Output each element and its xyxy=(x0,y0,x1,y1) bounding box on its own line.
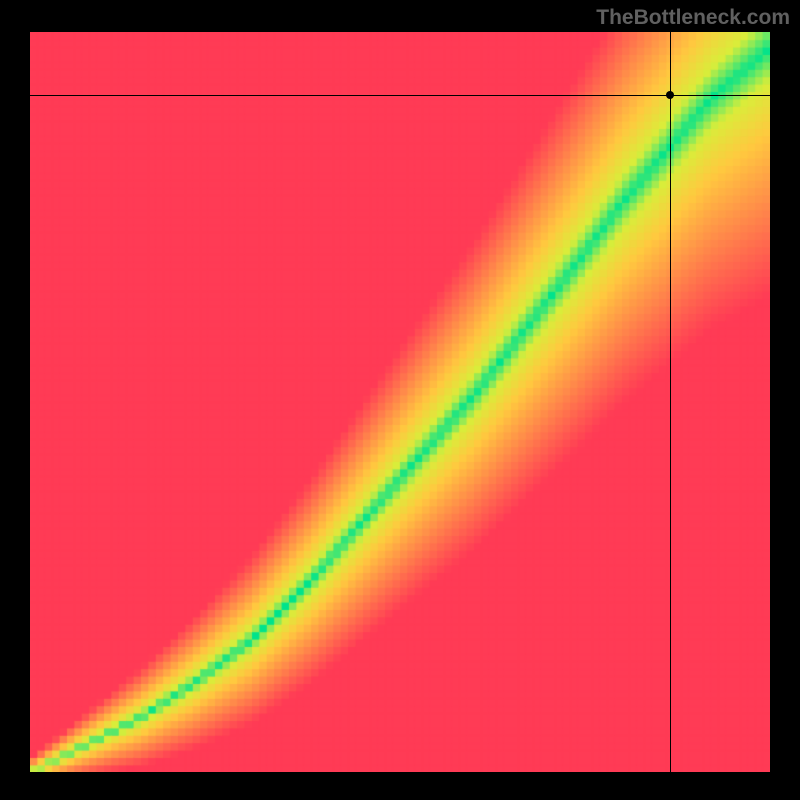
crosshair-horizontal xyxy=(30,95,770,96)
heatmap-plot xyxy=(30,32,770,772)
chart-container: TheBottleneck.com xyxy=(0,0,800,800)
heatmap-canvas xyxy=(30,32,770,772)
crosshair-vertical xyxy=(670,32,671,772)
crosshair-marker xyxy=(666,91,674,99)
watermark-text: TheBottleneck.com xyxy=(596,6,790,30)
